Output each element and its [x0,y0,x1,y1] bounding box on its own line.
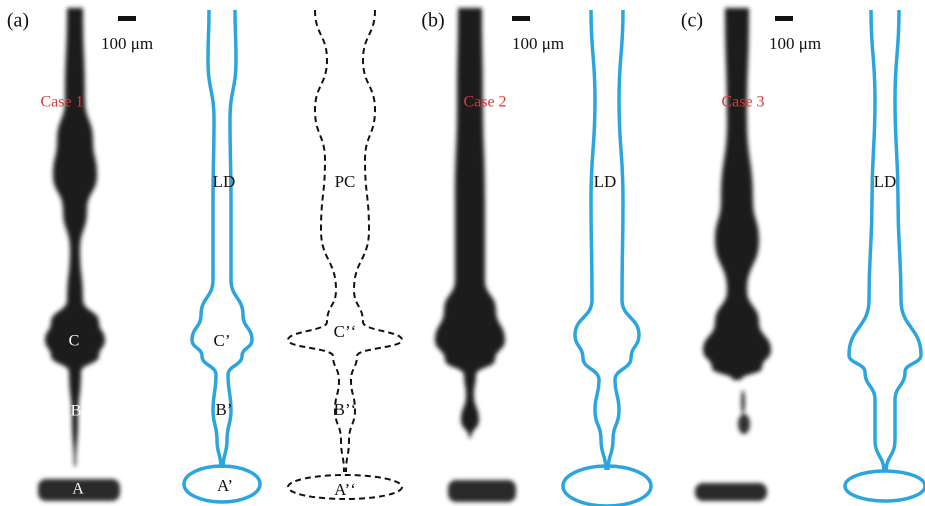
figure: (a) 100 μm Case 1 C B A LD C’ B’ A’ PC C’‘ B’‘ A’‘ (b)… [0,0,925,506]
scale-bar [118,16,136,21]
scale-label: 100 μm [512,34,564,53]
outline-label: LD [874,172,897,191]
part-label: A’ [217,476,233,495]
photo-label: B [71,403,82,420]
part-label: B’‘ [334,400,357,419]
scale-bar [775,16,793,21]
part-label: B’ [216,400,233,419]
panel-label: (b) [421,10,444,32]
case-label: Case 3 [721,94,764,111]
scale-label: 100 μm [101,34,153,53]
photo-label: A [72,481,84,498]
part-label: A’‘ [334,480,356,499]
scale-label: 100 μm [769,34,821,53]
outline-label: LD [594,172,617,191]
panel-label: (c) [681,10,703,32]
part-label: C’ [214,331,231,350]
panel-label: (a) [7,10,29,32]
case-label: Case 2 [463,94,506,111]
photo-label: C [69,333,80,350]
case-label: Case 1 [40,94,83,111]
part-label: C’‘ [334,322,357,341]
outline-label: PC [335,172,356,191]
outline-label: LD [213,172,236,191]
scale-bar [512,16,530,21]
